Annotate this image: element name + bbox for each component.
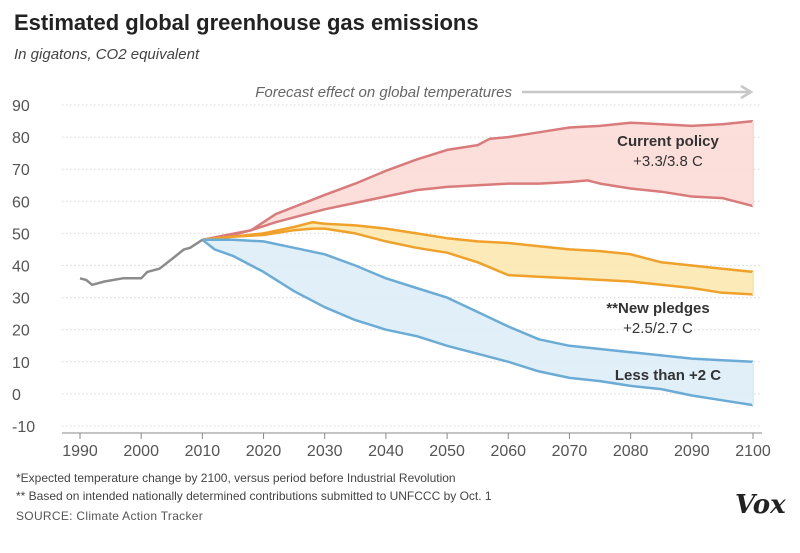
x-tick-label: 2090: [674, 443, 710, 460]
footnote-temperature: *Expected temperature change by 2100, ve…: [16, 471, 456, 485]
x-tick-label: 2010: [185, 443, 221, 460]
new-pledges-label-line: +2.5/2.7 C: [623, 320, 693, 337]
x-tick-label: 2050: [429, 443, 465, 460]
y-tick-label: 60: [12, 194, 30, 211]
less-than-2c-label-line: Less than +2 C: [615, 367, 721, 384]
forecast-note: Forecast effect on global temperatures: [255, 84, 512, 101]
y-tick-label: 40: [12, 259, 30, 276]
y-tick-label: -10: [12, 419, 35, 436]
source-note: SOURCE: Climate Action Tracker: [16, 509, 204, 523]
y-tick-label: 70: [12, 162, 30, 179]
forecast-arrow-head: [740, 84, 754, 100]
y-tick-label: 90: [12, 98, 30, 115]
vox-logo: Vox: [735, 490, 786, 520]
new-pledges-upper-line: [202, 220, 754, 274]
y-tick-label: 0: [12, 387, 21, 404]
new-pledges-band: [202, 222, 753, 295]
x-tick-label: 1990: [62, 443, 98, 460]
x-tick-label: 2000: [123, 443, 159, 460]
y-tick-label: 50: [12, 226, 30, 243]
current-policy-lower-line: [202, 179, 754, 242]
historical-line: [79, 238, 204, 287]
x-tick-label: 2100: [735, 443, 771, 460]
y-tick-label: 80: [12, 130, 30, 147]
current-policy-label: Current policy +3.3/3.8 C: [617, 133, 719, 170]
chart-subtitle: In gigatons, CO2 equivalent: [14, 46, 200, 63]
chart-title: Estimated global greenhouse gas emission…: [14, 10, 479, 35]
x-tick-label: 2060: [490, 443, 526, 460]
current-policy-upper-line: [202, 119, 754, 242]
current-policy-band: [202, 121, 753, 240]
x-tick-label: 2070: [552, 443, 588, 460]
current-policy-label-line: Current policy: [617, 133, 719, 150]
x-tick-label: 2040: [368, 443, 404, 460]
less-than-2c-lower-line: [201, 238, 754, 407]
x-tick-label: 2080: [613, 443, 649, 460]
y-tick-label: 10: [12, 355, 30, 372]
y-tick-label: 20: [12, 323, 30, 340]
x-tick-label: 2020: [246, 443, 282, 460]
less-than-2c-band: [202, 239, 753, 406]
x-tick-label: 2030: [307, 443, 343, 460]
less-than-2c-label: Less than +2 C: [615, 367, 721, 384]
new-pledges-label-line: **New pledges: [606, 300, 709, 317]
current-policy-label-line: +3.3/3.8 C: [633, 153, 703, 170]
less-than-2c-upper-line: [202, 238, 754, 364]
footnote-pledges: ** Based on intended nationally determin…: [16, 489, 492, 503]
new-pledges-label: **New pledges +2.5/2.7 C: [606, 300, 709, 337]
new-pledges-lower-line: [202, 227, 754, 296]
y-tick-label: 30: [12, 291, 30, 308]
